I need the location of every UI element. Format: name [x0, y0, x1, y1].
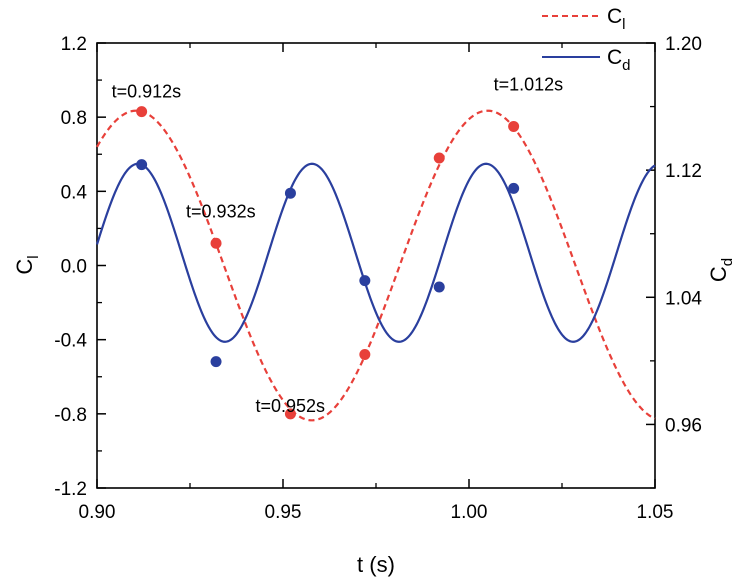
series-lines — [95, 109, 656, 422]
series-line-cl — [96, 109, 656, 422]
annotation-0: t=0.912s — [112, 82, 182, 102]
right-tick-label-0: 0.96 — [665, 415, 702, 436]
legend-label-cd-sub: d — [622, 57, 630, 74]
legend-label-cl-main: C — [607, 5, 622, 28]
legend-label-cl-sub: l — [622, 16, 625, 33]
legend: Cl Cd — [542, 5, 631, 74]
x-tick-label-0: 0.90 — [79, 502, 116, 523]
tick-marks — [96, 42, 656, 489]
annotation-2: t=0.952s — [255, 396, 325, 416]
x-tick-label-2: 1.00 — [451, 502, 488, 523]
legend-label-cd: Cd — [607, 46, 631, 74]
marker-cl-1 — [210, 237, 222, 249]
marker-cl-0 — [136, 106, 148, 118]
annotations: t=0.912s t=0.932s t=0.952s t=1.012s — [112, 74, 564, 415]
right-tick-label-3: 1.20 — [665, 34, 702, 55]
data-markers — [136, 106, 520, 420]
left-tick-label-2: -0.4 — [54, 331, 87, 352]
plot-frame — [96, 42, 656, 489]
right-tick-label-1: 1.04 — [665, 288, 702, 309]
left-tick-label-6: 1.2 — [61, 34, 87, 55]
marker-cl-2 — [284, 408, 296, 420]
marker-cd-4 — [433, 281, 445, 293]
marker-cd-5 — [508, 182, 520, 194]
x-axis-label: t (s) — [357, 552, 395, 577]
marker-cl-3 — [359, 349, 371, 360]
legend-label-cl: Cl — [607, 5, 626, 33]
marker-cd-1 — [210, 356, 222, 368]
tick-labels: 0.90 0.95 1.00 1.05 -1.2 -0.8 -0.4 0.0 0.4 0.8 1.2… — [54, 34, 702, 523]
right-axis-label-main: C — [706, 266, 731, 282]
x-tick-label-1: 0.95 — [265, 502, 302, 523]
annotation-1: t=0.932s — [186, 201, 256, 221]
right-axis-label: Cd — [706, 258, 736, 282]
left-axis-label-main: C — [12, 259, 37, 275]
left-axis-label-sub: l — [25, 255, 42, 258]
right-axis-label-sub: d — [719, 258, 736, 266]
marker-cd-0 — [136, 159, 148, 171]
left-tick-label-1: -0.8 — [54, 405, 87, 426]
left-tick-label-5: 0.8 — [61, 108, 87, 129]
left-tick-label-4: 0.4 — [61, 182, 88, 203]
right-tick-label-2: 1.12 — [665, 161, 702, 182]
marker-cl-4 — [433, 152, 445, 164]
series-line-cd — [95, 162, 656, 343]
legend-label-cd-main: C — [607, 46, 622, 69]
marker-cd-3 — [359, 275, 371, 287]
x-tick-label-3: 1.05 — [637, 502, 674, 523]
marker-cl-5 — [508, 120, 520, 132]
marker-cd-2 — [284, 187, 296, 199]
left-tick-label-0: -1.2 — [54, 479, 87, 500]
annotation-3: t=1.012s — [494, 74, 564, 94]
left-tick-label-3: 0.0 — [61, 257, 87, 278]
left-axis-label: Cl — [12, 255, 42, 274]
